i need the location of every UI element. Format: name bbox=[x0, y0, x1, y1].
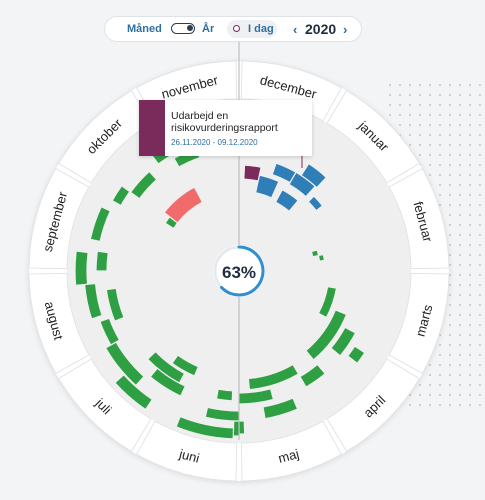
activity-segment[interactable] bbox=[163, 186, 204, 224]
activity-segment[interactable] bbox=[105, 287, 125, 322]
activity-segment[interactable] bbox=[215, 388, 234, 402]
activity-segment[interactable] bbox=[111, 184, 131, 207]
activity-segment[interactable] bbox=[171, 354, 200, 377]
month-tile-januar[interactable] bbox=[326, 89, 421, 184]
activity-segment[interactable] bbox=[149, 367, 187, 397]
activity-segment[interactable] bbox=[317, 253, 326, 262]
activity-segment[interactable] bbox=[262, 397, 299, 420]
activity-segment[interactable] bbox=[95, 250, 109, 272]
progress-arc bbox=[220, 245, 265, 297]
month-label-maj: maj bbox=[277, 446, 301, 466]
activity-segment[interactable] bbox=[204, 406, 240, 422]
activity-segment[interactable] bbox=[114, 373, 154, 411]
next-year-chevron-icon[interactable]: › bbox=[343, 21, 348, 37]
activity-segment[interactable] bbox=[238, 420, 246, 435]
month-tile-juli[interactable] bbox=[57, 358, 152, 453]
activity-segment[interactable] bbox=[300, 162, 328, 189]
activity-segment[interactable] bbox=[129, 170, 158, 200]
month-tile-september[interactable] bbox=[28, 167, 90, 270]
activity-segment[interactable] bbox=[74, 250, 89, 286]
task-tooltip[interactable]: Udarbejd en risikovurderingsrapport 26.1… bbox=[139, 100, 312, 156]
view-toggle[interactable] bbox=[171, 23, 195, 34]
activity-segment[interactable] bbox=[330, 326, 357, 357]
month-tile-februar[interactable] bbox=[388, 167, 450, 270]
activity-segment[interactable] bbox=[346, 345, 366, 365]
activity-segment[interactable] bbox=[305, 309, 348, 361]
month-view-label[interactable]: Måned bbox=[127, 23, 162, 35]
toggle-knob bbox=[187, 25, 193, 31]
activity-segment[interactable] bbox=[243, 164, 262, 182]
month-tile-maj[interactable] bbox=[240, 420, 343, 482]
tooltip-title: Udarbejd en risikovurderingsrapport bbox=[171, 110, 278, 134]
activity-segment[interactable] bbox=[274, 188, 299, 213]
month-tile-august[interactable] bbox=[28, 272, 90, 375]
prev-year-chevron-icon[interactable]: ‹ bbox=[293, 21, 298, 37]
activity-segment[interactable] bbox=[232, 420, 240, 437]
month-label-juni: juni bbox=[177, 446, 202, 466]
activity-segment[interactable] bbox=[317, 285, 338, 319]
year-display: 2020 bbox=[305, 21, 337, 37]
progress-circle bbox=[213, 245, 265, 297]
tooltip-color-bar bbox=[139, 100, 165, 156]
view-toolbar: Måned År I dag ‹ 2020 › bbox=[104, 16, 362, 42]
activity-segment[interactable] bbox=[299, 363, 326, 388]
tooltip-dates: 26.11.2020 - 09.12.2020 bbox=[171, 138, 258, 147]
year-view-label[interactable]: År bbox=[202, 23, 215, 35]
month-tile-juni[interactable] bbox=[135, 420, 238, 482]
activity-segment[interactable] bbox=[83, 282, 103, 320]
today-marker-icon bbox=[233, 25, 240, 32]
activity-segment[interactable] bbox=[99, 317, 121, 346]
month-tile-april[interactable] bbox=[326, 358, 421, 453]
activity-segment[interactable] bbox=[254, 174, 280, 199]
activity-segment[interactable] bbox=[247, 363, 300, 391]
month-tile-marts[interactable] bbox=[388, 272, 450, 375]
activity-segment[interactable] bbox=[307, 195, 324, 212]
progress-label: 63% bbox=[222, 263, 256, 282]
today-label: I dag bbox=[248, 23, 274, 35]
activity-segment[interactable] bbox=[310, 249, 320, 258]
activity-segment[interactable] bbox=[175, 415, 235, 440]
activity-segment[interactable] bbox=[89, 205, 112, 243]
today-button[interactable]: I dag bbox=[227, 20, 277, 38]
